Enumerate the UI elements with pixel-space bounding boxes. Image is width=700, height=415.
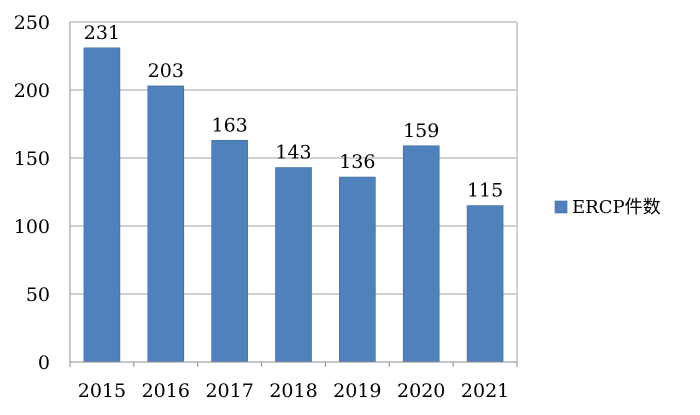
bar-2015 bbox=[83, 47, 121, 363]
legend-swatch bbox=[554, 200, 568, 214]
x-axis-tick-labels: 2015 2016 2017 2018 2019 2020 2021 bbox=[78, 380, 510, 402]
data-label-2018: 143 bbox=[275, 142, 311, 164]
bar-2016 bbox=[147, 85, 185, 363]
bar-2021 bbox=[466, 205, 504, 363]
x-tick-label-2018: 2018 bbox=[269, 380, 317, 402]
legend-label: ERCP件数 bbox=[572, 197, 661, 218]
x-tick-label-2017: 2017 bbox=[205, 380, 253, 402]
bar-2017 bbox=[211, 140, 248, 363]
y-tick-label: 100 bbox=[14, 216, 50, 238]
axes bbox=[69, 22, 518, 367]
x-tick-label-2021: 2021 bbox=[461, 380, 509, 402]
bar-2020 bbox=[402, 145, 440, 363]
y-tick-label: 250 bbox=[14, 12, 50, 34]
x-tick-label-2019: 2019 bbox=[333, 380, 381, 402]
y-tick-label: 50 bbox=[26, 284, 50, 306]
y-tick-label: 150 bbox=[14, 148, 50, 170]
data-labels: 231 203 163 143 136 159 115 bbox=[84, 22, 503, 202]
y-tick-label: 200 bbox=[14, 80, 50, 102]
data-label-2017: 163 bbox=[212, 114, 248, 136]
legend: ERCP件数 bbox=[554, 197, 661, 218]
data-label-2019: 136 bbox=[339, 151, 375, 173]
bar-2018 bbox=[275, 167, 312, 363]
x-tick-label-2015: 2015 bbox=[78, 380, 126, 402]
y-axis-tick-labels: 0 50 100 150 200 250 bbox=[14, 12, 50, 374]
x-tick-label-2020: 2020 bbox=[397, 380, 445, 402]
data-label-2021: 115 bbox=[467, 180, 503, 202]
bars bbox=[83, 47, 504, 363]
x-tick-label-2016: 2016 bbox=[142, 380, 190, 402]
y-tick-label: 0 bbox=[38, 352, 50, 374]
gridlines bbox=[70, 21, 518, 362]
data-label-2016: 203 bbox=[148, 60, 184, 82]
data-label-2020: 159 bbox=[403, 120, 439, 142]
data-label-2015: 231 bbox=[84, 22, 120, 44]
bar-2019 bbox=[339, 176, 376, 363]
